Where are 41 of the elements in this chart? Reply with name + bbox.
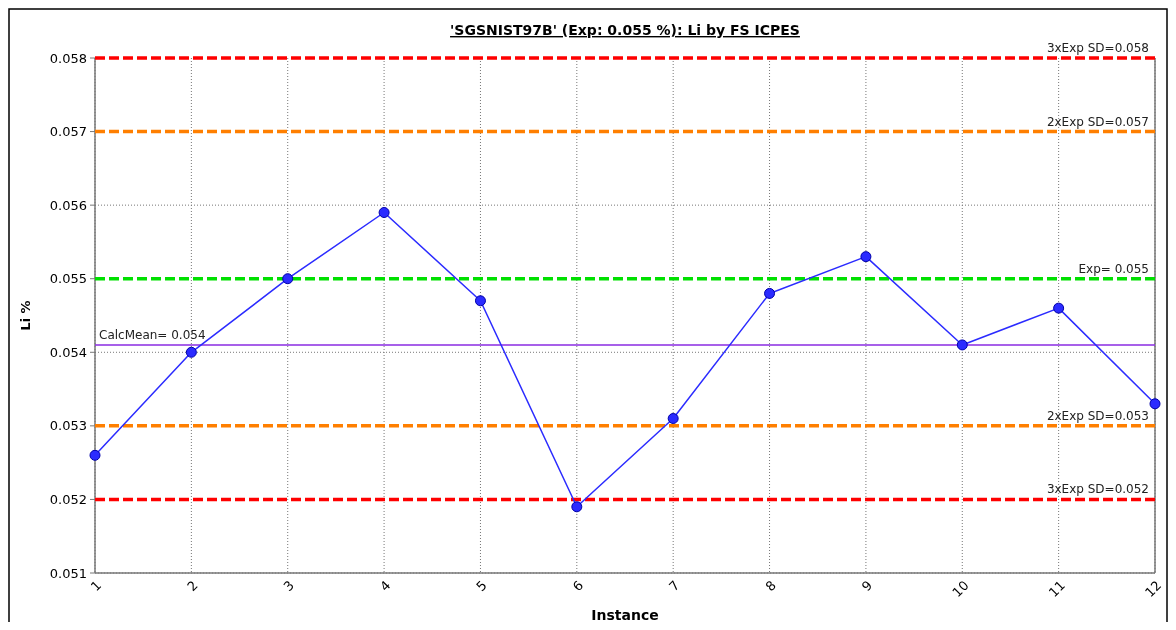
y-tick-label: 0.056 bbox=[49, 197, 87, 213]
point bbox=[764, 287, 776, 299]
point bbox=[282, 273, 294, 285]
y-tick-label: 0.055 bbox=[49, 271, 87, 287]
x-tick-label: 10 bbox=[949, 577, 972, 601]
chart-title: 'SGSNIST97B' (Exp: 0.055 %): Li by FS ICPES bbox=[450, 22, 800, 38]
ref-line-label: 3xExp SD=0.058 bbox=[1046, 41, 1149, 55]
point bbox=[1149, 398, 1161, 410]
x-tick-label: 5 bbox=[473, 577, 490, 595]
y-tick-label: 0.053 bbox=[49, 418, 87, 434]
point bbox=[89, 449, 101, 461]
x-tick-label: 12 bbox=[1142, 577, 1165, 601]
y-tick-label: 0.051 bbox=[49, 565, 87, 581]
x-tick-label: 1 bbox=[87, 577, 105, 595]
y-tick-label: 0.052 bbox=[49, 491, 87, 507]
ref-line-label: 3xExp SD=0.052 bbox=[1046, 482, 1149, 497]
x-tick-label: 8 bbox=[762, 577, 779, 595]
y-tick-label: 0.057 bbox=[49, 124, 87, 140]
ref-line-label: 2xExp SD=0.057 bbox=[1046, 114, 1149, 129]
point bbox=[571, 501, 583, 513]
point bbox=[185, 346, 197, 358]
y-tick-label: 0.054 bbox=[49, 344, 87, 360]
point bbox=[378, 207, 390, 218]
x-tick-label: 9 bbox=[858, 577, 876, 595]
y-tick-label: 0.058 bbox=[49, 50, 87, 66]
point bbox=[1053, 302, 1065, 314]
point bbox=[474, 295, 486, 307]
x-tick-label: 3 bbox=[280, 577, 298, 595]
ref-line-label: 2xExp SD=0.053 bbox=[1046, 408, 1149, 423]
y-axis-title: Li % bbox=[18, 300, 33, 331]
x-tick-label: 7 bbox=[666, 577, 683, 595]
x-tick-label: 6 bbox=[569, 577, 587, 595]
x-tick-label: 2 bbox=[184, 577, 201, 595]
x-tick-label: 11 bbox=[1045, 577, 1068, 601]
ref-line-label: Exp= 0.055 bbox=[1078, 261, 1149, 276]
point bbox=[667, 413, 679, 424]
ref-line-label: CalcMean= 0.054 bbox=[99, 327, 206, 342]
x-tick-label: 4 bbox=[376, 577, 394, 595]
point bbox=[860, 251, 872, 263]
point bbox=[956, 339, 968, 351]
x-axis-title: Instance bbox=[591, 607, 659, 623]
